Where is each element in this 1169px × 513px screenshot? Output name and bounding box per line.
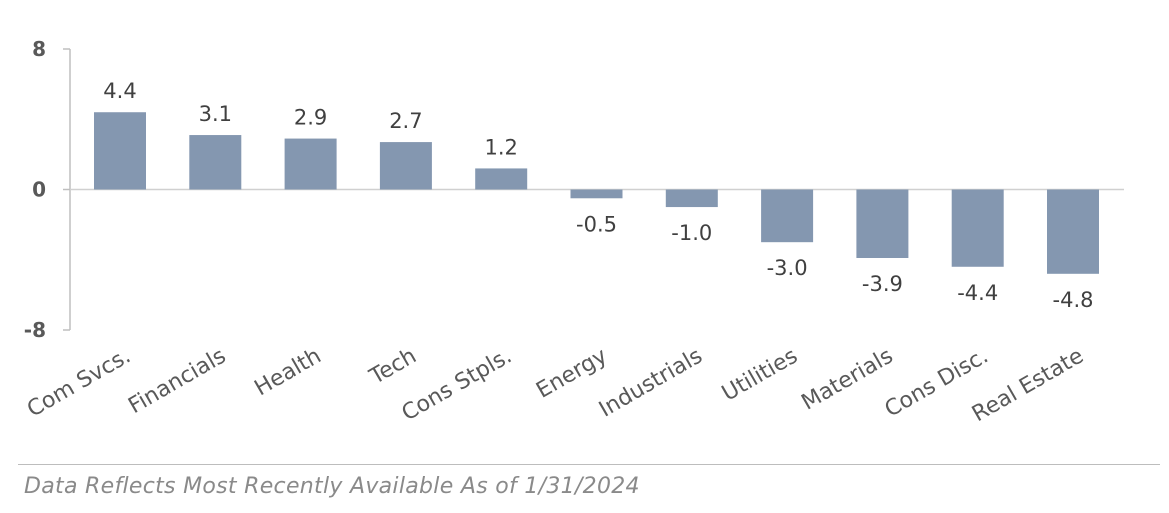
value-labels: 4.4 3.1 2.9 2.7 1.2 -0.5 -1.0 -3.0 -3.9 -4.4 -4.8: [103, 79, 1093, 312]
footnote: Data Reflects Most Recently Available As…: [24, 474, 640, 499]
category-label: Utilities: [718, 344, 802, 407]
bar: [951, 189, 1004, 267]
y-tick-label: -8: [24, 318, 46, 342]
category-label: Tech: [365, 344, 421, 391]
data-label: 2.7: [389, 109, 422, 133]
data-label: -4.4: [957, 281, 998, 305]
bar: [475, 168, 528, 190]
data-label: -0.5: [576, 212, 617, 236]
y-tick-label: 0: [32, 178, 46, 202]
category-label: Energy: [532, 344, 611, 404]
data-label: 4.4: [103, 79, 136, 103]
data-label: -1.0: [671, 221, 712, 245]
bar: [284, 138, 337, 190]
data-label: 1.2: [484, 135, 517, 159]
bars: [94, 112, 1099, 274]
data-label: -3.0: [767, 256, 808, 280]
data-label: -3.9: [862, 272, 903, 296]
data-label: 2.9: [294, 106, 327, 130]
bar: [665, 189, 718, 208]
bar: [856, 189, 909, 258]
category-label: Com Svcs.: [23, 344, 135, 423]
bar: [379, 142, 432, 190]
y-tick-label: 8: [32, 37, 46, 61]
bar: [761, 189, 814, 243]
bar: [570, 189, 623, 199]
data-label: -4.8: [1053, 288, 1094, 312]
data-label: 3.1: [199, 102, 232, 126]
category-label: Financials: [124, 344, 230, 420]
bar: [1047, 189, 1099, 274]
category-label: Health: [251, 344, 326, 402]
bar: [94, 112, 146, 190]
footnote-divider: [18, 464, 1160, 465]
sector-bar-chart: 8 0 -8 4.4 3.1 2.9 2.7 1.2 -0.5 -1.0 -3.0 -3.9 -4.4…: [23, 37, 1124, 428]
bar: [189, 135, 242, 190]
category-label: Industrials: [595, 344, 707, 423]
